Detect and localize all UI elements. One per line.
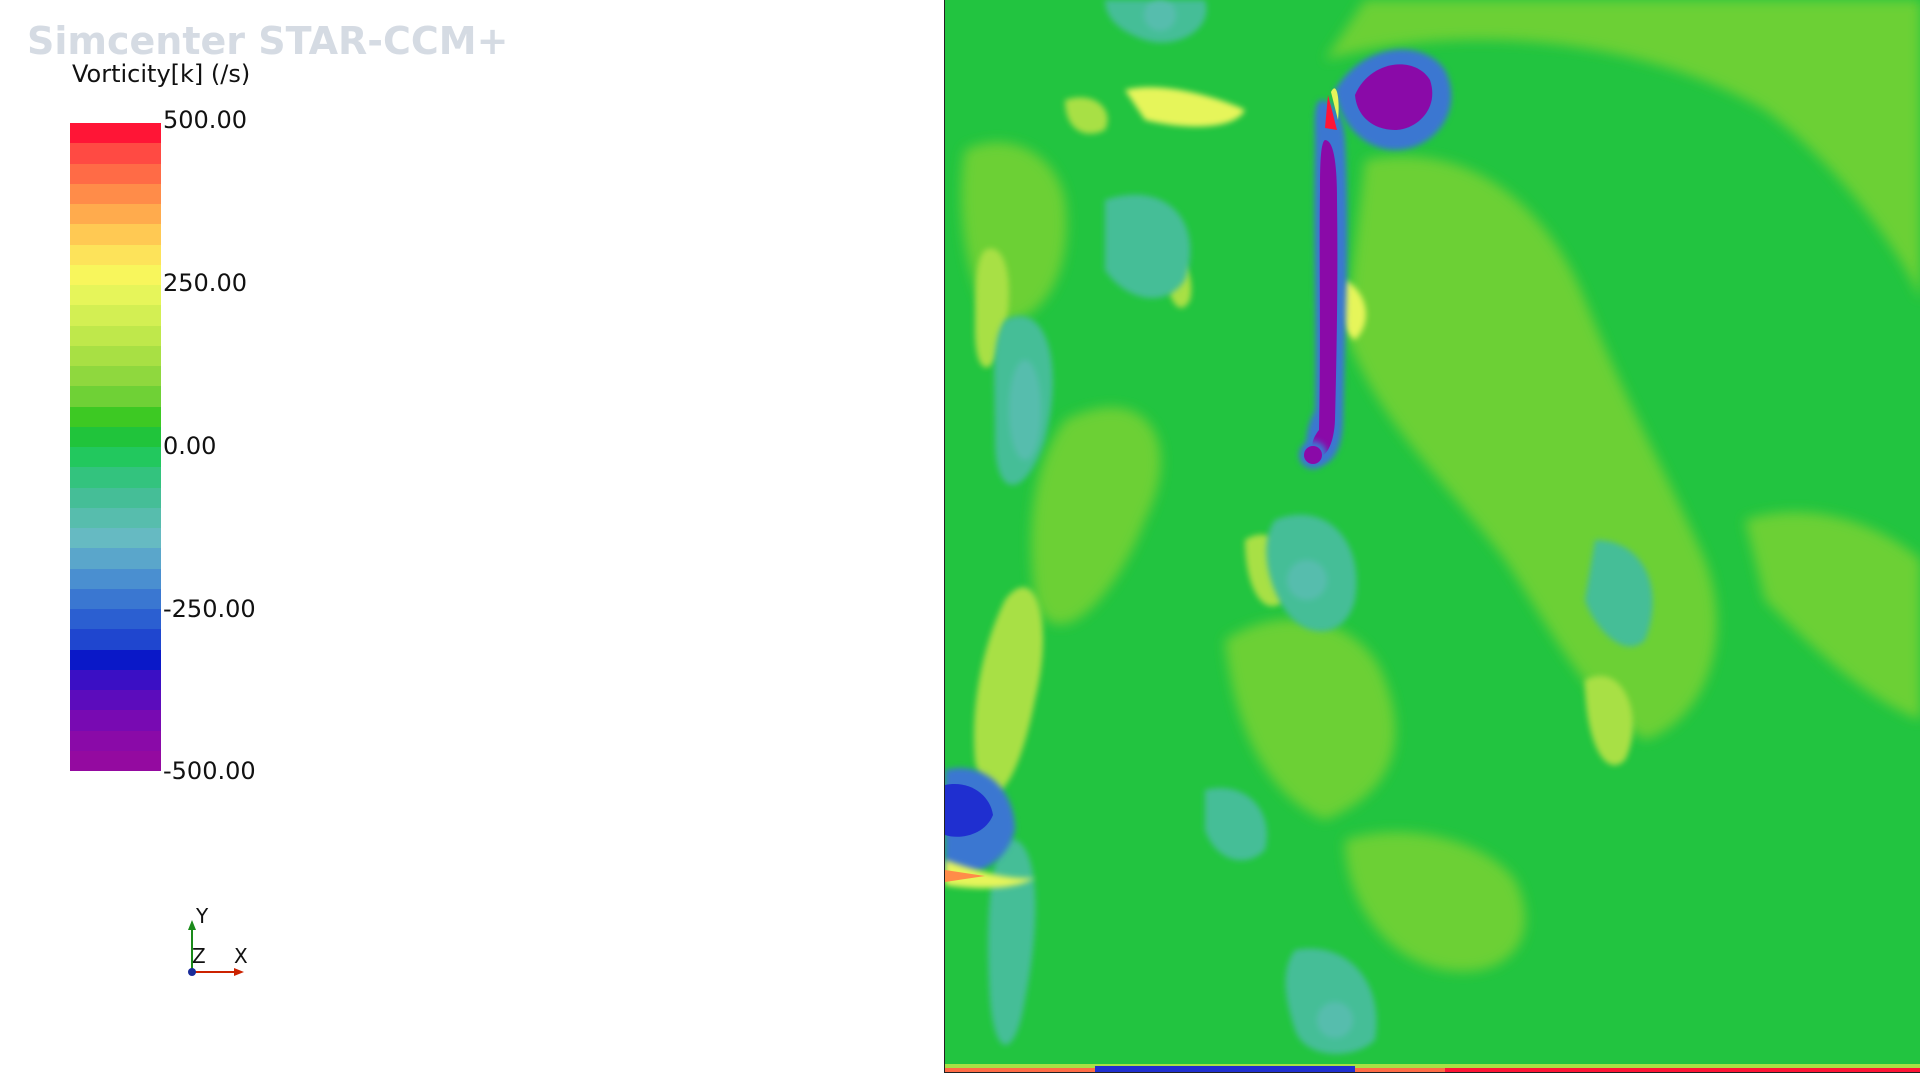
scale-band <box>70 204 161 225</box>
scale-band <box>70 143 161 164</box>
scale-band <box>70 568 161 589</box>
scale-band <box>70 730 161 751</box>
scale-band <box>70 426 161 447</box>
scale-band <box>70 305 161 326</box>
scale-band <box>70 507 161 528</box>
axis-triad: Y Z X <box>170 900 260 990</box>
scale-band <box>70 264 161 285</box>
contour-viewport[interactable] <box>944 0 1920 1073</box>
scale-band <box>70 629 161 650</box>
scale-band <box>70 325 161 346</box>
brand-watermark: Simcenter STAR-CCM+ <box>27 19 509 63</box>
scale-band <box>70 386 161 407</box>
scale-band <box>70 609 161 630</box>
scale-band <box>70 224 161 245</box>
scale-band <box>70 710 161 731</box>
scale-band <box>70 669 161 690</box>
axis-triad-icon <box>188 920 244 976</box>
scale-band <box>70 123 161 144</box>
scale-band <box>70 285 161 306</box>
scale-band <box>70 447 161 468</box>
axis-label-z: Z <box>192 944 206 968</box>
scale-band <box>70 487 161 508</box>
scale-tick-neg250: -250.00 <box>163 595 256 623</box>
scale-band <box>70 690 161 711</box>
vorticity-contour-plot <box>945 0 1920 1072</box>
scale-band <box>70 649 161 670</box>
scale-tick-max: 500.00 <box>163 106 247 134</box>
scale-band <box>70 528 161 549</box>
scale-band <box>70 406 161 427</box>
scale-band <box>70 163 161 184</box>
scale-band <box>70 244 161 265</box>
legend-title: Vorticity[k] (/s) <box>72 60 251 88</box>
scale-tick-min: -500.00 <box>163 757 256 785</box>
color-scale-bar <box>70 123 161 771</box>
scale-band <box>70 467 161 488</box>
axis-label-y: Y <box>196 904 209 928</box>
scale-tick-zero: 0.00 <box>163 432 217 460</box>
scale-band <box>70 548 161 569</box>
scale-band <box>70 750 161 771</box>
scale-band <box>70 366 161 387</box>
scale-tick-250: 250.00 <box>163 269 247 297</box>
scale-band <box>70 588 161 609</box>
scale-band <box>70 183 161 204</box>
scale-band <box>70 345 161 366</box>
axis-label-x: X <box>234 944 248 968</box>
